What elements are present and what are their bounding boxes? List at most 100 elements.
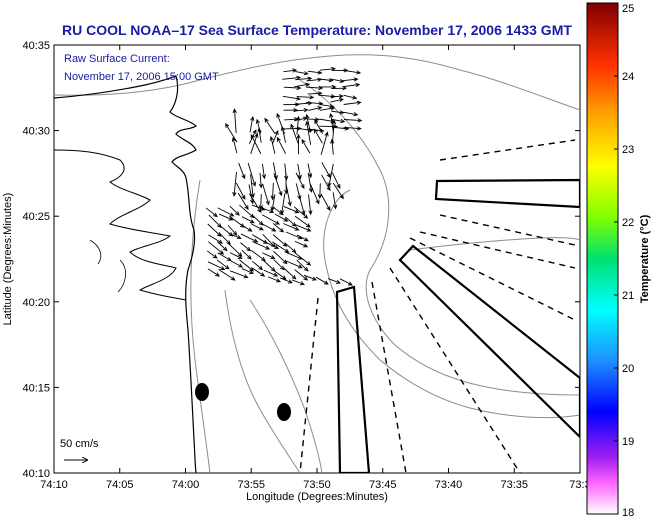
current-vector bbox=[264, 117, 276, 134]
current-vector bbox=[282, 95, 301, 101]
current-vector bbox=[230, 270, 249, 279]
current-vector bbox=[267, 276, 281, 283]
current-vector bbox=[249, 116, 255, 133]
current-vector bbox=[290, 123, 299, 144]
current-vector bbox=[315, 276, 329, 285]
x-axis: 74:10 74:05 74:00 73:55 73:50 73:45 73:40 73:35… bbox=[40, 45, 591, 491]
current-vector bbox=[332, 192, 338, 210]
current-vector bbox=[342, 82, 361, 88]
current-vector bbox=[294, 215, 311, 228]
current-vector bbox=[320, 193, 331, 212]
transect-box bbox=[434, 178, 580, 209]
current-vector bbox=[343, 94, 358, 100]
current-vector bbox=[250, 174, 255, 199]
current-vector bbox=[250, 249, 266, 262]
current-vector bbox=[283, 68, 298, 73]
current-vector bbox=[230, 260, 244, 268]
current-vector bbox=[332, 182, 344, 200]
colorbar-tick-label: 21 bbox=[622, 290, 634, 302]
colorbar-tick-label: 19 bbox=[622, 436, 634, 448]
y-tick-label: 40:30 bbox=[22, 126, 50, 138]
current-vector bbox=[262, 240, 280, 249]
current-vector bbox=[294, 252, 312, 266]
x-tick-label: 73:3 bbox=[569, 479, 590, 491]
current-vector bbox=[251, 204, 266, 211]
current-vector bbox=[274, 213, 289, 222]
current-vector bbox=[330, 97, 345, 103]
current-vector-field bbox=[205, 66, 363, 286]
current-vector bbox=[283, 85, 302, 91]
x-tick-label: 73:35 bbox=[500, 479, 528, 491]
current-vector bbox=[294, 224, 312, 232]
current-vector bbox=[231, 136, 238, 154]
current-vector bbox=[294, 116, 308, 122]
current-vector bbox=[331, 110, 345, 115]
current-vector bbox=[216, 259, 230, 270]
current-vector bbox=[272, 269, 287, 280]
bathymetry-contour bbox=[54, 54, 580, 111]
x-axis-label: Longitude (Degrees:Minutes) bbox=[246, 491, 388, 503]
scale-label: 50 cm/s bbox=[60, 438, 99, 450]
colorbar bbox=[586, 2, 619, 515]
current-vector bbox=[339, 278, 353, 286]
x-tick-label: 74:10 bbox=[40, 479, 68, 491]
current-vector bbox=[206, 250, 218, 259]
y-tick-label: 40:25 bbox=[22, 211, 50, 223]
y-tick-label: 40:20 bbox=[22, 297, 50, 309]
current-note-line2: November 17, 2006 15:00 GMT bbox=[64, 71, 219, 83]
current-vector bbox=[232, 108, 237, 134]
current-vector bbox=[263, 269, 279, 277]
current-vector bbox=[329, 112, 334, 133]
current-vector bbox=[295, 172, 305, 190]
bathymetry-contour bbox=[299, 79, 580, 396]
current-vector bbox=[330, 138, 335, 155]
x-tick-label: 73:50 bbox=[303, 479, 331, 491]
current-vector bbox=[294, 82, 311, 88]
current-vector bbox=[241, 249, 252, 260]
current-vector bbox=[321, 162, 331, 179]
current-vector bbox=[279, 277, 293, 284]
colorbar-tick-label: 22 bbox=[622, 217, 634, 229]
current-vector bbox=[207, 268, 220, 277]
current-vector bbox=[293, 206, 309, 219]
current-vector bbox=[321, 174, 331, 192]
current-vector bbox=[306, 85, 324, 91]
current-vector bbox=[251, 214, 264, 226]
current-vector bbox=[261, 223, 277, 232]
colorbar-tick-label: 24 bbox=[622, 71, 634, 83]
current-vector bbox=[217, 207, 235, 217]
current-vector bbox=[240, 242, 252, 252]
current-vector bbox=[255, 118, 262, 134]
current-vector bbox=[313, 128, 323, 144]
colorbar-label: Temperature (°C) bbox=[639, 214, 651, 303]
current-vector bbox=[343, 111, 359, 117]
current-vector bbox=[273, 172, 283, 197]
current-vector bbox=[314, 119, 324, 134]
current-vector bbox=[241, 268, 254, 274]
current-vector bbox=[238, 162, 246, 180]
current-vector bbox=[303, 274, 317, 281]
y-tick-label: 40:35 bbox=[22, 40, 50, 52]
y-tick-label: 40:10 bbox=[22, 468, 50, 480]
current-vector bbox=[261, 207, 275, 214]
x-tick-label: 73:45 bbox=[369, 479, 397, 491]
current-vector bbox=[252, 267, 266, 277]
current-vector bbox=[272, 222, 285, 233]
current-vector bbox=[258, 194, 263, 210]
current-vector bbox=[272, 206, 284, 216]
current-vector bbox=[305, 120, 312, 145]
current-vector bbox=[270, 182, 275, 201]
bathymetry-contour bbox=[249, 299, 323, 473]
current-vector bbox=[283, 267, 297, 280]
current-vector bbox=[294, 108, 309, 113]
current-vector bbox=[207, 261, 226, 270]
colorbar-ticks: 25 24 23 22 21 20 19 18 bbox=[614, 2, 634, 518]
current-vector bbox=[301, 138, 311, 154]
current-vector bbox=[309, 183, 320, 205]
x-tick-label: 73:40 bbox=[435, 479, 463, 491]
current-vector bbox=[229, 205, 240, 216]
current-vector bbox=[271, 130, 279, 145]
current-vector bbox=[240, 233, 259, 243]
colorbar-tick-label: 18 bbox=[622, 507, 634, 518]
